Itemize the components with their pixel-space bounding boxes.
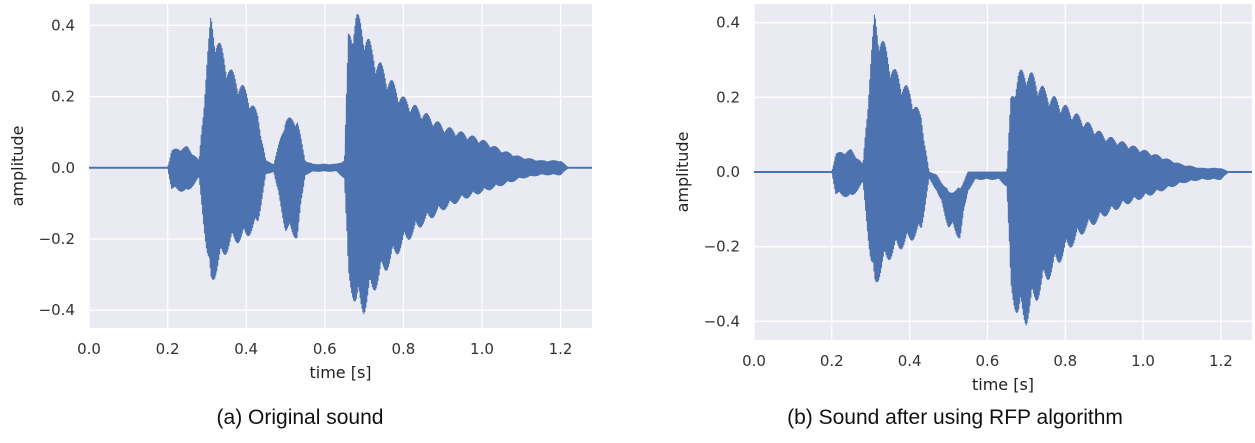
y-tick-label: −0.4	[704, 312, 740, 330]
x-tick-label: 0.6	[313, 340, 337, 358]
x-axis-label: time [s]	[972, 375, 1034, 394]
figure-b: 0.0 0.2 0.4 0.6 0.8 1.0 1.2 −0.4 −0.2 0.0 0.2 0.4 ti…	[655, 0, 1255, 443]
x-tick-label: 0.2	[820, 352, 844, 370]
x-tick-label: 0.4	[898, 352, 922, 370]
y-axis-label: amplitude	[8, 126, 27, 207]
y-tick-label: 0.0	[51, 159, 75, 177]
waveform-chart-original: 0.0 0.2 0.4 0.6 0.8 1.0 1.2 −0.4 −0.2 0.0 0.2 0.4 ti…	[8, 4, 592, 382]
x-tick-label: 1.2	[1209, 352, 1233, 370]
x-tick-label: 0.0	[77, 340, 101, 358]
y-tick-label: 0.4	[51, 16, 75, 34]
x-axis-label: time [s]	[309, 363, 371, 382]
figure-a: 0.0 0.2 0.4 0.6 0.8 1.0 1.2 −0.4 −0.2 0.0 0.2 0.4 ti…	[0, 0, 600, 443]
waveform-chart-rfp: 0.0 0.2 0.4 0.6 0.8 1.0 1.2 −0.4 −0.2 0.0 0.2 0.4 ti…	[673, 4, 1252, 394]
y-tick-label: 0.0	[716, 163, 740, 181]
y-axis-label: amplitude	[673, 132, 692, 213]
y-tick-label: 0.2	[716, 88, 740, 106]
y-tick-label: 0.4	[716, 14, 740, 32]
x-tick-label: 1.0	[1131, 352, 1155, 370]
caption-original: (a) Original sound	[216, 406, 384, 429]
x-tick-label: 1.0	[470, 340, 494, 358]
y-tick-label: −0.2	[704, 238, 740, 256]
x-tick-label: 0.2	[156, 340, 180, 358]
waveform-line	[753, 14, 1252, 326]
x-tick-label: 0.8	[1053, 352, 1077, 370]
y-tick-label: −0.2	[39, 230, 75, 248]
x-tick-label: 0.0	[742, 352, 766, 370]
caption-rfp: (b) Sound after using RFP algorithm	[787, 406, 1123, 429]
waveform-line	[88, 13, 592, 315]
x-tick-label: 0.8	[391, 340, 415, 358]
x-tick-label: 1.2	[549, 340, 573, 358]
y-tick-label: −0.4	[39, 301, 75, 319]
x-tick-label: 0.6	[976, 352, 1000, 370]
x-tick-label: 0.4	[234, 340, 258, 358]
y-tick-label: 0.2	[51, 88, 75, 106]
